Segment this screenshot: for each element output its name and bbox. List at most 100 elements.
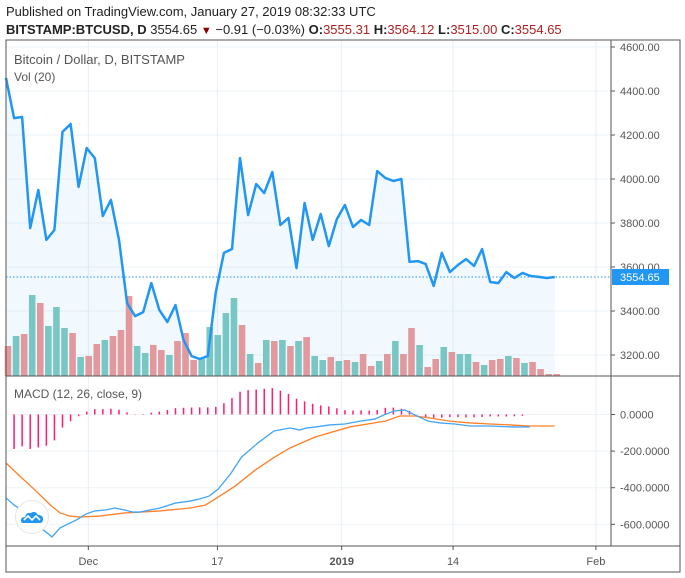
volume-bar xyxy=(238,325,246,376)
published-line: Published on TradingView.com, January 27… xyxy=(6,4,376,19)
volume-bar xyxy=(464,354,472,376)
price-tick-label: 3400.00 xyxy=(620,306,660,318)
volume-bar xyxy=(141,353,149,376)
volume-bar xyxy=(456,354,464,376)
main-legend: Bitcoin / Dollar, D, BITSTAMP xyxy=(14,52,185,67)
volume-bar xyxy=(53,307,60,376)
open-label: O: xyxy=(308,22,324,37)
volume-bar xyxy=(513,358,520,376)
volume-bar xyxy=(553,374,561,376)
volume-bar xyxy=(529,362,536,376)
volume-bar xyxy=(335,361,343,376)
symbol: BITSTAMP:BTCUSD, D xyxy=(6,22,147,37)
volume-bar xyxy=(432,359,440,376)
volume-bar xyxy=(254,363,262,376)
close-label: C: xyxy=(500,22,515,37)
volume-bar xyxy=(359,354,367,376)
last-price: 3554.65 xyxy=(150,22,198,37)
price-tick-label: 4400.00 xyxy=(620,86,660,98)
volume-bar xyxy=(343,360,351,376)
volume-bar xyxy=(190,360,197,376)
volume-bar xyxy=(472,362,480,376)
volume-bar xyxy=(480,365,488,376)
volume-bar xyxy=(392,341,399,376)
volume-bar xyxy=(246,354,254,376)
volume-bar xyxy=(61,328,68,376)
price-area xyxy=(6,78,555,376)
volume-bar xyxy=(85,356,92,376)
volume-bar xyxy=(440,347,448,376)
volume-bar xyxy=(158,350,165,376)
last-price-badge xyxy=(612,268,669,285)
volume-bar xyxy=(424,367,431,376)
price-tick-label: 4000.00 xyxy=(620,174,660,186)
volume-bar xyxy=(222,313,230,376)
volume-bar xyxy=(133,346,141,376)
symbol-line: BITSTAMP:BTCUSD, D 3554.65 ▼ −0.91 (−0.0… xyxy=(6,22,562,37)
price-change: −0.91 (−0.03%) xyxy=(215,22,305,37)
volume-bar xyxy=(303,337,310,376)
volume-bar xyxy=(12,336,20,376)
volume-bar xyxy=(69,333,76,376)
cloud-icon xyxy=(21,511,43,523)
x-tick-label: 2019 xyxy=(329,556,353,568)
volume-bar xyxy=(206,327,214,376)
volume-bar xyxy=(319,360,327,376)
chart-frame xyxy=(5,39,681,573)
low-value: 3515.00 xyxy=(450,22,498,37)
macd-tick-label: 0.0000 xyxy=(620,410,654,422)
volume-bar xyxy=(505,356,512,376)
volume-bar xyxy=(383,354,391,376)
last-price-label: 3554.65 xyxy=(620,272,660,284)
signal-line xyxy=(5,415,555,518)
volume-bar xyxy=(537,369,544,376)
volume-bar xyxy=(545,374,552,376)
price-tick-label: 4200.00 xyxy=(620,130,660,142)
volume-bar xyxy=(279,340,286,376)
high-value: 3564.12 xyxy=(387,22,435,37)
volume-bar xyxy=(367,366,375,376)
down-triangle-icon: ▼ xyxy=(200,25,212,37)
volume-bar xyxy=(311,356,318,376)
price-tick-label: 3200.00 xyxy=(620,350,660,362)
volume-bar xyxy=(45,326,52,376)
x-tick-label: Dec xyxy=(79,556,99,568)
volume-bar xyxy=(327,357,335,376)
macd-tick-label: -400.0000 xyxy=(620,483,670,495)
open-value: 3555.31 xyxy=(323,22,371,37)
volume-legend: Vol (20) xyxy=(14,70,56,84)
volume-bar xyxy=(521,363,528,376)
macd-legend: MACD (12, 26, close, 9) xyxy=(14,387,143,401)
volume-bar xyxy=(448,352,456,376)
volume-bar xyxy=(28,295,36,376)
volume-bar xyxy=(93,344,101,376)
price-tick-label: 4600.00 xyxy=(620,42,660,54)
close-value: 3554.65 xyxy=(514,22,562,37)
macd-tick-label: -600.0000 xyxy=(620,519,670,531)
volume-bar xyxy=(271,341,278,376)
volume-bar xyxy=(77,357,84,376)
price-line xyxy=(4,77,555,361)
high-label: H: xyxy=(373,22,388,37)
volume-bar xyxy=(214,335,222,376)
volume-bar xyxy=(125,296,133,376)
tradingview-logo[interactable] xyxy=(15,500,49,534)
macd-line xyxy=(5,409,530,538)
volume-bar xyxy=(287,346,294,376)
x-tick-label: 14 xyxy=(447,556,459,568)
volume-bar xyxy=(496,359,504,376)
macd-tick-label: -200.0000 xyxy=(620,446,670,458)
volume-bar xyxy=(295,341,302,376)
x-tick-label: 17 xyxy=(211,556,223,568)
volume-bar xyxy=(182,333,189,376)
volume-bar xyxy=(109,336,117,376)
volume-bar xyxy=(198,359,205,376)
low-label: L: xyxy=(438,22,451,37)
volume-bar xyxy=(375,361,383,376)
volume-bar xyxy=(20,334,28,376)
volume-bar xyxy=(117,330,125,376)
volume-bar xyxy=(174,341,181,376)
volume-bar xyxy=(149,345,157,376)
x-tick-label: Feb xyxy=(586,556,605,568)
